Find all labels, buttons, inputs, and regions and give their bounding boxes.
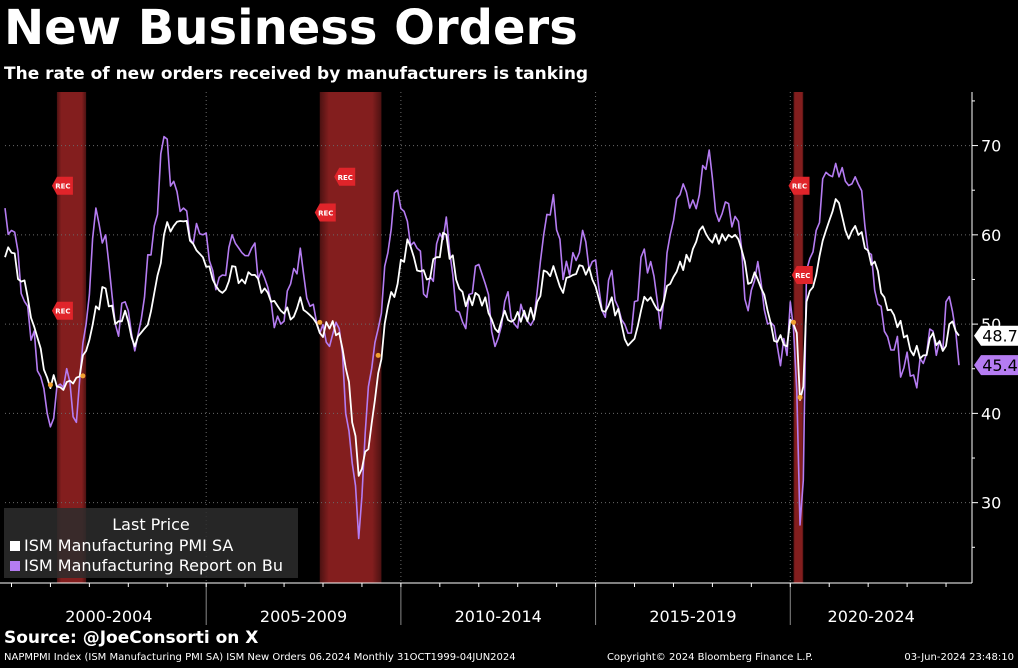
last-value-text: 45.4	[982, 356, 1018, 375]
rec-marker-4: REC	[788, 176, 810, 195]
y-tick-label-70: 70	[981, 137, 1001, 156]
rec-marker-label: REC	[318, 210, 333, 218]
rec-marker-shape	[51, 301, 73, 320]
rec-marker-label: REC	[55, 308, 70, 316]
event-dot-2	[317, 319, 323, 325]
legend: Last Price ISM Manufacturing PMI SA ISM …	[4, 508, 298, 578]
event-dot-0	[47, 382, 53, 388]
y-tick-label-30: 30	[981, 494, 1001, 513]
last-value-labels: 48.7 45.4	[974, 325, 1018, 376]
rec-marker-label: REC	[795, 272, 810, 280]
legend-item-pmi: ISM Manufacturing PMI SA	[10, 536, 233, 555]
rec-marker-shape	[788, 176, 810, 195]
legend-swatch-pmi	[10, 540, 20, 551]
rec-marker-label: REC	[55, 183, 70, 191]
rec-marker-0: REC	[51, 176, 73, 195]
last-value-text: 48.7	[982, 327, 1018, 346]
rec-marker-shape	[314, 203, 336, 222]
rec-marker-1: REC	[51, 301, 73, 320]
rec-marker-label: REC	[338, 174, 353, 182]
x-period-label-1: 2005-2009	[260, 607, 347, 626]
source-credit: Source: @JoeConsorti on X	[4, 628, 259, 648]
rec-marker-2: REC	[314, 203, 336, 222]
last-value-pmi: 48.7	[974, 325, 1018, 346]
series-line-new-orders	[4, 135, 960, 540]
recession-band-2	[793, 92, 804, 583]
rec-marker-shape	[51, 176, 73, 195]
page-title: New Business Orders	[4, 0, 578, 56]
event-dot-5	[797, 394, 803, 400]
rec-marker-shape	[791, 266, 813, 285]
rec-marker-label: REC	[792, 183, 807, 191]
legend-title: Last Price	[112, 515, 190, 534]
footer-copyright: Copyright© 2024 Bloomberg Finance L.P.	[606, 652, 814, 663]
event-dot-4	[791, 319, 797, 325]
last-value-tag	[974, 355, 1018, 376]
y-tick-label-60: 60	[981, 226, 1001, 245]
rec-marker-shape	[334, 167, 356, 186]
footer: NAPMPMI Index (ISM Manufacturing PMI SA)…	[4, 652, 1014, 663]
last-value-tag	[974, 325, 1018, 346]
legend-swatch-new-orders	[10, 560, 20, 571]
legend-label-new-orders: ISM Manufacturing Report on Bu	[24, 556, 283, 575]
y-tick-label-40: 40	[981, 404, 1001, 423]
x-period-label-3: 2015-2019	[649, 607, 736, 626]
x-period-label-0: 2000-2004	[65, 607, 152, 626]
footer-timestamp: 03-Jun-2024 23:48:10	[904, 652, 1014, 663]
series	[4, 135, 960, 540]
recession-band-1	[319, 92, 382, 583]
footer-index-info: NAPMPMI Index (ISM Manufacturing PMI SA)…	[4, 652, 516, 663]
event-dot-3	[375, 352, 381, 358]
legend-item-new-orders: ISM Manufacturing Report on Bu	[10, 556, 283, 575]
rec-marker-5: REC	[791, 266, 813, 285]
rec-markers: REC REC REC REC REC REC	[47, 167, 813, 400]
page-subtitle: The rate of new orders received by manuf…	[4, 64, 589, 84]
x-period-label-4: 2020-2024	[828, 607, 915, 626]
legend-label-pmi: ISM Manufacturing PMI SA	[24, 536, 234, 555]
recession-band-0	[56, 92, 87, 583]
rec-marker-3: REC	[334, 167, 356, 186]
series-line-pmi	[4, 198, 960, 477]
event-dot-1	[80, 373, 86, 379]
x-period-label-2: 2010-2014	[455, 607, 542, 626]
last-value-new-orders: 45.4	[974, 355, 1018, 376]
